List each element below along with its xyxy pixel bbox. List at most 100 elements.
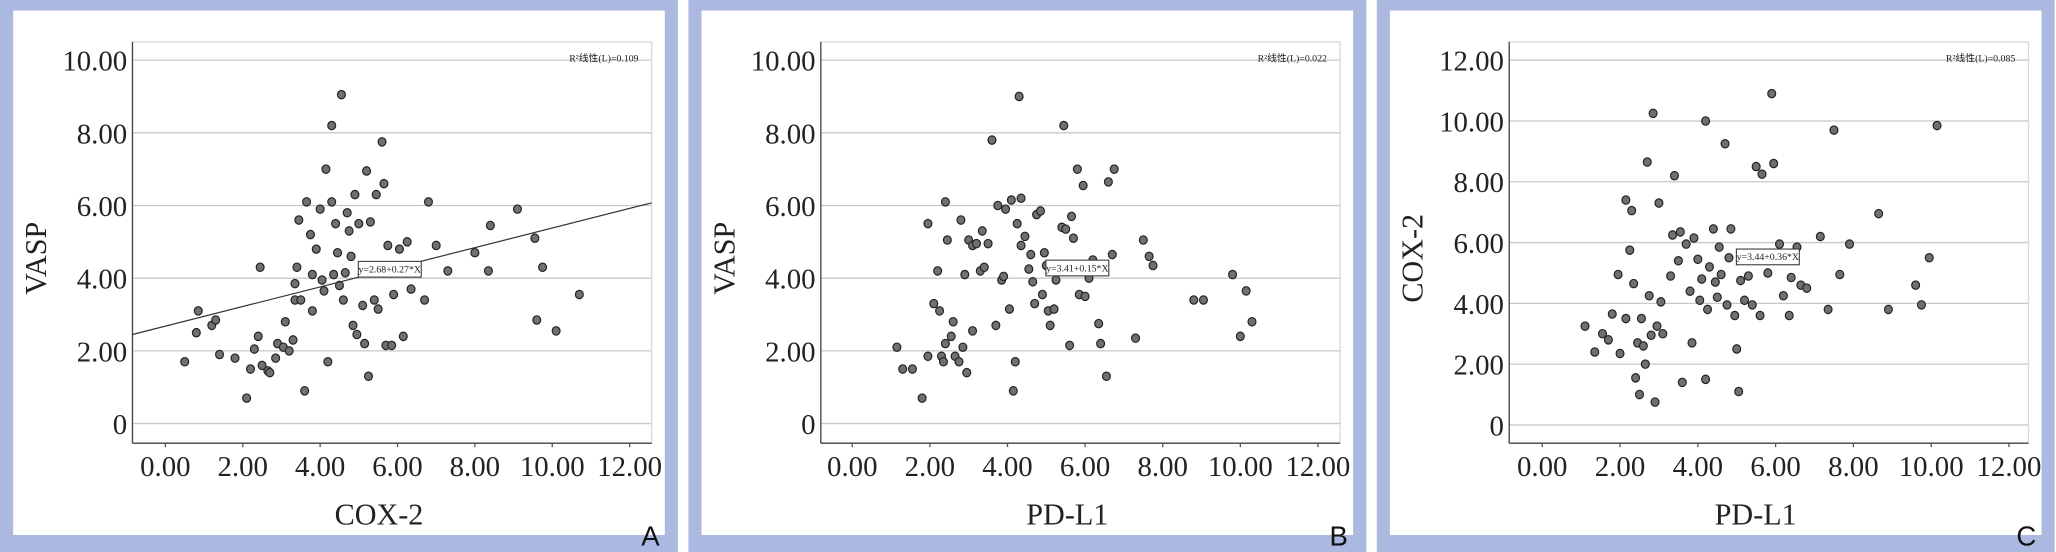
point — [1732, 344, 1742, 354]
point — [1701, 116, 1711, 126]
point — [1103, 177, 1113, 187]
point — [1148, 260, 1158, 271]
x-tick-label: 2.00 — [218, 451, 268, 483]
y-tick-label: 8.00 — [77, 118, 127, 150]
point — [431, 240, 441, 251]
point — [387, 340, 397, 351]
panel-label: B — [1330, 520, 1348, 551]
equation-box — [1735, 248, 1800, 266]
point — [1697, 274, 1707, 284]
point — [1844, 239, 1855, 249]
panel-inner — [1389, 10, 2042, 535]
point — [958, 342, 968, 353]
x-tick-label: 6.00 — [372, 451, 422, 483]
point — [1006, 195, 1016, 205]
point — [340, 267, 350, 278]
point — [1835, 269, 1845, 280]
point — [1037, 289, 1047, 300]
point — [1144, 251, 1154, 262]
point — [336, 89, 346, 100]
point — [1666, 271, 1676, 281]
point — [892, 342, 902, 353]
point — [342, 207, 352, 218]
point — [1757, 169, 1767, 179]
point — [1677, 377, 1687, 388]
point — [1654, 198, 1664, 208]
point — [1693, 254, 1703, 265]
point — [1615, 348, 1625, 359]
point — [538, 262, 548, 273]
point — [1774, 239, 1785, 249]
point — [1634, 389, 1645, 400]
point — [1689, 233, 1699, 243]
point — [321, 164, 331, 174]
point — [1228, 269, 1238, 280]
y-axis-title: VASP — [19, 222, 53, 295]
point — [1638, 341, 1648, 351]
panel: 0 2.00 4.00 6.00 8.00 10.00 0.00 2.00 4.00 6.00 8.… — [0, 0, 678, 552]
point — [389, 289, 399, 300]
y-tick-label: 6.00 — [77, 191, 127, 223]
panel-label: A — [641, 520, 660, 551]
point — [1138, 235, 1148, 245]
point — [1607, 309, 1617, 319]
y-tick-label: 2.00 — [77, 336, 127, 368]
point — [180, 356, 190, 367]
point — [280, 317, 290, 327]
panel: 0 2.00 4.00 6.00 8.00 10.00 12.00 0.00 2.00 4.00 6… — [1376, 0, 2055, 552]
point — [1247, 317, 1257, 327]
point — [983, 238, 993, 249]
x-tick-label: 10.00 — [520, 451, 585, 483]
point — [1695, 295, 1705, 306]
point — [423, 197, 433, 207]
point — [1072, 164, 1082, 174]
y-tick-label: 8.00 — [1453, 167, 1503, 199]
point — [1924, 252, 1934, 263]
point — [1001, 204, 1011, 214]
equation-box — [1045, 259, 1110, 277]
point — [1642, 157, 1652, 167]
point — [1883, 304, 1893, 315]
y-tick-label: 6.00 — [765, 191, 815, 223]
point — [1703, 304, 1713, 315]
point — [245, 364, 256, 374]
point — [230, 353, 240, 363]
point — [1065, 340, 1075, 351]
point — [1668, 230, 1678, 240]
point — [1708, 224, 1718, 234]
point — [350, 189, 360, 200]
point — [284, 346, 294, 356]
point — [271, 353, 281, 363]
point — [1094, 318, 1104, 329]
point — [1763, 268, 1773, 278]
point — [923, 218, 933, 229]
point — [512, 204, 522, 214]
point — [354, 218, 364, 229]
point — [249, 344, 259, 354]
point — [371, 189, 381, 200]
point — [1802, 283, 1812, 293]
point — [1646, 330, 1656, 341]
point — [348, 320, 358, 331]
point — [1004, 304, 1014, 314]
point — [946, 331, 956, 342]
point — [1652, 321, 1662, 331]
point — [1673, 256, 1683, 266]
point — [1712, 292, 1722, 303]
point — [933, 266, 943, 276]
point — [1769, 158, 1779, 169]
point — [898, 364, 908, 374]
point — [377, 137, 387, 147]
point — [307, 306, 317, 316]
point — [1629, 278, 1639, 289]
x-axis-title: PD-L1 — [1715, 497, 1797, 531]
point — [242, 393, 252, 403]
point — [1621, 313, 1631, 324]
point — [483, 266, 493, 276]
x-tick-label: 6.00 — [1750, 451, 1800, 483]
point — [1078, 180, 1088, 191]
point — [1716, 269, 1726, 280]
point — [346, 251, 356, 262]
point — [917, 393, 927, 403]
